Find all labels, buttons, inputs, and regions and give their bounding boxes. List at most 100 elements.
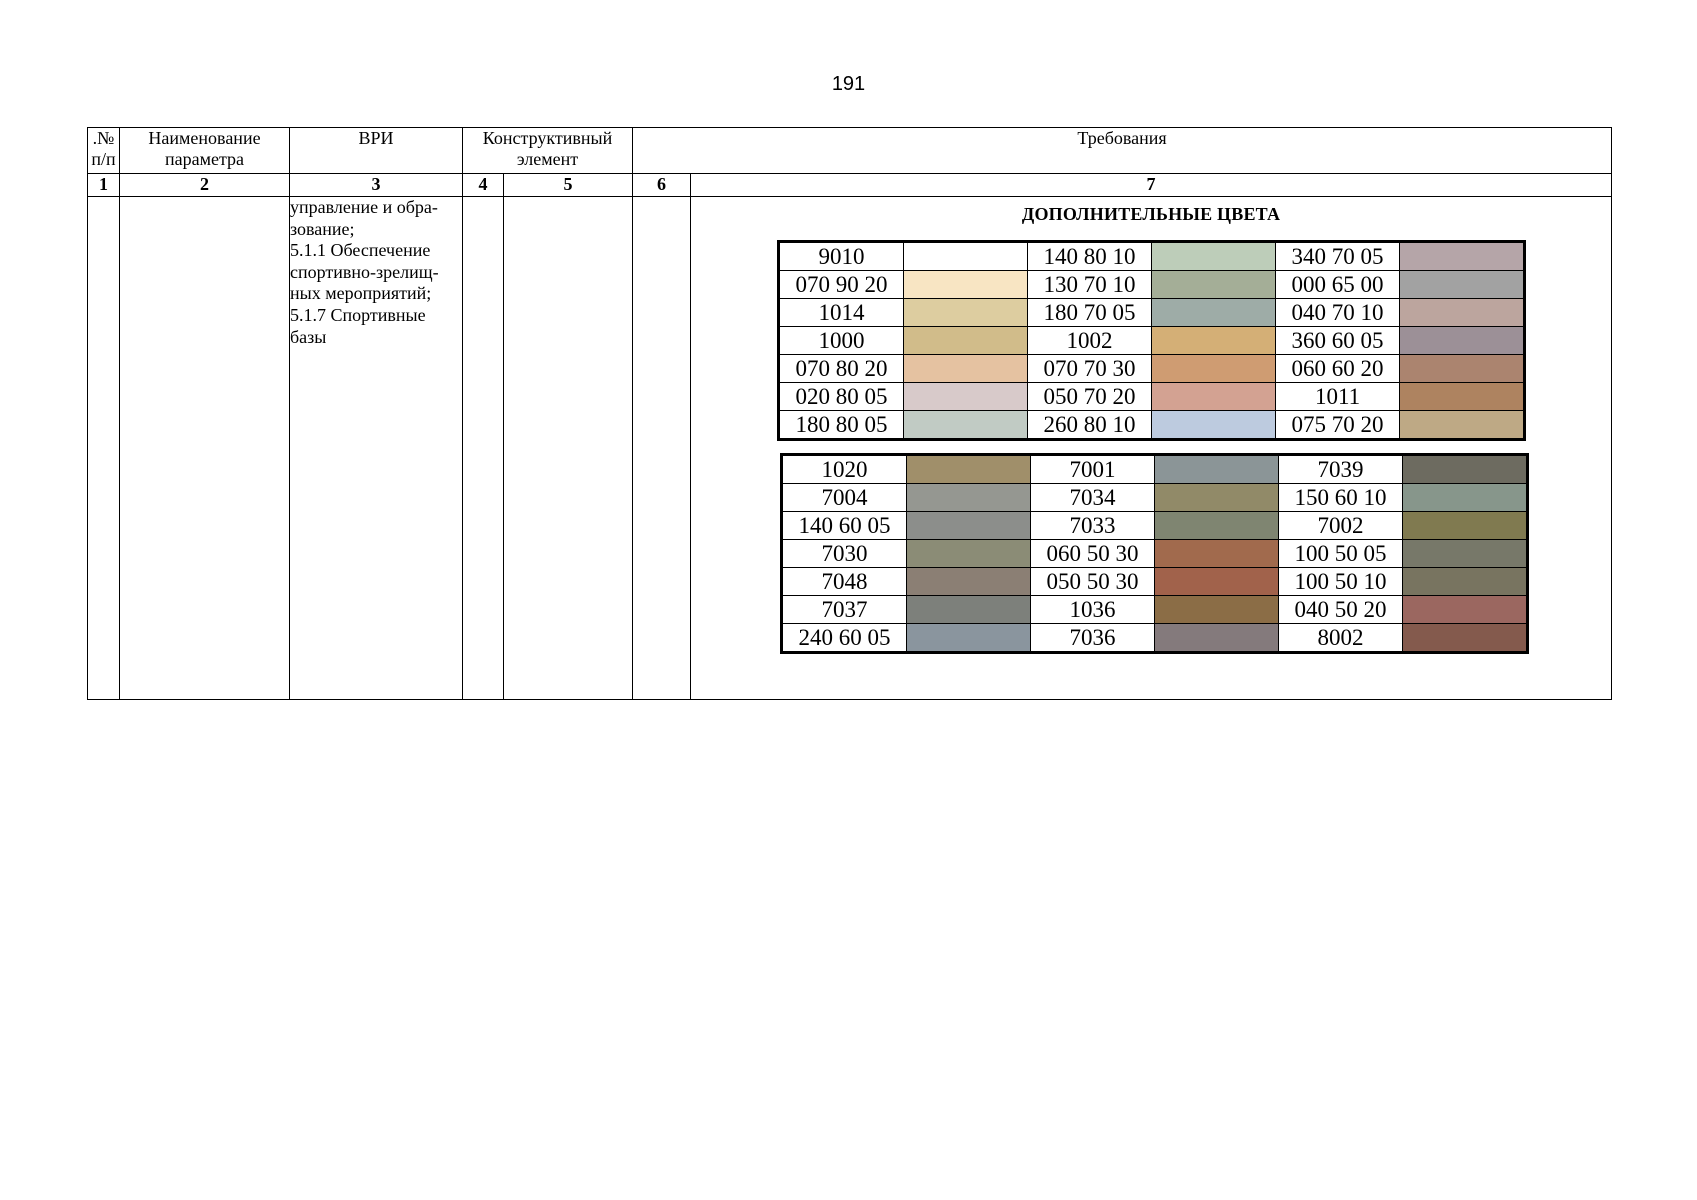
color-code: 1002: [1027, 325, 1153, 355]
color-swatch: [906, 594, 1032, 624]
color-swatch: [903, 325, 1029, 355]
color-row: 7048 050 50 30 100 50 10: [781, 566, 1529, 596]
color-swatch: [1402, 453, 1529, 484]
color-row: 7004 7034 150 60 10: [781, 482, 1529, 512]
color-code: 180 80 05: [778, 409, 905, 440]
header-structural-element: Конструктивный элемент: [461, 127, 634, 174]
color-swatch: [903, 297, 1029, 327]
color-swatch: [1399, 240, 1526, 271]
cell-parameter-name: [119, 196, 290, 700]
color-code: 7039: [1278, 453, 1404, 484]
color-row: 1000 1002 360 60 05: [778, 325, 1526, 355]
color-code: 7048: [781, 566, 908, 596]
column-numbers-row: 1 2 3 4 5 6 7: [87, 173, 1613, 197]
color-swatch: [1154, 453, 1280, 484]
color-swatch: [903, 269, 1029, 299]
color-code: 070 90 20: [778, 269, 905, 299]
color-code: 040 50 20: [1278, 594, 1404, 624]
color-code: 7033: [1030, 510, 1156, 540]
color-row: 9010 140 80 10 340 70 05: [778, 240, 1526, 271]
color-swatch: [1399, 381, 1526, 411]
color-code: 7030: [781, 538, 908, 568]
color-code: 260 80 10: [1027, 409, 1153, 440]
color-code: 1000: [778, 325, 905, 355]
header-row: .№ п/п Наименование параметра ВРИ Констр…: [87, 127, 1613, 174]
column-number: 5: [502, 173, 634, 197]
vri-line: 5.1.1 Обеспечение: [290, 240, 431, 261]
color-swatch: [1402, 538, 1529, 568]
color-swatch: [906, 453, 1032, 484]
color-code: 1020: [781, 453, 908, 484]
color-swatch: [1402, 566, 1529, 596]
color-code: 340 70 05: [1275, 240, 1401, 271]
cell-col4: [462, 196, 504, 700]
color-code: 240 60 05: [781, 622, 908, 653]
color-row: 070 90 20 130 70 10 000 65 00: [778, 269, 1526, 299]
color-code: 7037: [781, 594, 908, 624]
color-code: 360 60 05: [1275, 325, 1401, 355]
color-swatch: [1402, 594, 1529, 624]
color-code: 1014: [778, 297, 905, 327]
color-code: 7002: [1278, 510, 1404, 540]
vri-line: спортивно-зрелищ-: [290, 261, 439, 282]
color-swatch: [1151, 297, 1277, 327]
color-code: 060 50 30: [1030, 538, 1156, 568]
vri-line: ных мероприятий;: [290, 283, 432, 304]
requirements-table: .№ п/п Наименование параметра ВРИ Констр…: [87, 127, 1613, 700]
header-parameter-name: Наименование параметра: [119, 127, 290, 174]
color-swatch: [906, 566, 1032, 596]
color-swatch: [1402, 482, 1529, 512]
color-code: 180 70 05: [1027, 297, 1153, 327]
color-code: 1036: [1030, 594, 1156, 624]
color-swatch: [1399, 353, 1526, 383]
column-number: 7: [690, 173, 1613, 197]
color-swatch: [1151, 381, 1277, 411]
column-number: 1: [87, 173, 120, 197]
color-row: 070 80 20 070 70 30 060 60 20: [778, 353, 1526, 383]
vri-line: управление и обра-: [290, 197, 438, 217]
cell-col6: [632, 196, 692, 700]
color-swatch: [1399, 297, 1526, 327]
color-code: 050 70 20: [1027, 381, 1153, 411]
color-swatch: [1399, 409, 1526, 440]
color-code: 7034: [1030, 482, 1156, 512]
color-code: 130 70 10: [1027, 269, 1153, 299]
header-number: .№ п/п: [87, 127, 120, 174]
color-code: 000 65 00: [1275, 269, 1401, 299]
color-swatch: [906, 482, 1032, 512]
color-code: 140 60 05: [781, 510, 908, 540]
color-code: 060 60 20: [1275, 353, 1401, 383]
color-swatch: [906, 622, 1032, 653]
cell-number: [87, 196, 120, 700]
color-swatch: [1154, 482, 1280, 512]
color-swatch: [1399, 325, 1526, 355]
color-swatch: [1151, 269, 1277, 299]
color-swatch: [906, 538, 1032, 568]
color-palette-table: 1020 7001 7039 7004 7034 150 60 10 140 60 05 70…: [780, 452, 1530, 654]
color-row: 1014 180 70 05 040 70 10: [778, 297, 1526, 327]
color-row: 020 80 05 050 70 20 1011: [778, 381, 1526, 411]
color-code: 040 70 10: [1275, 297, 1401, 327]
vri-line: базы: [290, 326, 327, 347]
color-code: 100 50 10: [1278, 566, 1404, 596]
cell-vri: управление и обра- зование; 5.1.1 Обеспе…: [289, 196, 463, 700]
vri-line: 5.1.7 Спортивные: [290, 304, 426, 325]
page-number: 191: [831, 73, 866, 95]
color-code: 1011: [1275, 381, 1401, 411]
header-requirements: Требования: [632, 127, 1613, 174]
column-number: 3: [289, 173, 463, 197]
color-code: 020 80 05: [778, 381, 905, 411]
color-swatch: [1154, 510, 1280, 540]
color-swatch: [903, 409, 1029, 440]
table-row: управление и обра- зование; 5.1.1 Обеспе…: [87, 196, 1613, 700]
color-swatch: [1151, 240, 1277, 271]
color-code: 7001: [1030, 453, 1156, 484]
color-row: 240 60 05 7036 8002: [781, 622, 1529, 653]
header-vri: ВРИ: [289, 127, 463, 174]
color-code: 075 70 20: [1275, 409, 1401, 440]
color-code: 070 80 20: [778, 353, 905, 383]
color-row: 140 60 05 7033 7002: [781, 510, 1529, 540]
colors-title: ДОПОЛНИТЕЛЬНЫЕ ЦВЕТА: [1021, 204, 1281, 224]
cell-requirements: ДОПОЛНИТЕЛЬНЫЕ ЦВЕТА 9010 140 80 10 340 70…: [690, 196, 1613, 700]
color-row: 1020 7001 7039: [781, 453, 1529, 484]
